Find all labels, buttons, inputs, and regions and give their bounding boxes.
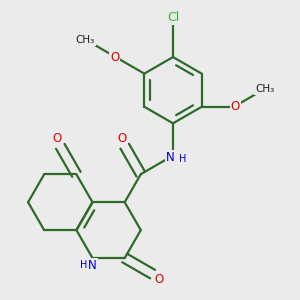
Text: O: O [110,51,119,64]
Text: CH₃: CH₃ [76,35,95,45]
Text: O: O [231,100,240,113]
Text: H: H [80,260,88,270]
Text: Cl: Cl [167,11,179,24]
Text: CH₃: CH₃ [255,84,274,94]
Text: O: O [52,132,62,145]
Text: O: O [118,132,127,145]
Text: O: O [154,273,163,286]
Text: H: H [178,154,186,164]
Text: N: N [166,151,174,164]
Text: N: N [88,259,97,272]
